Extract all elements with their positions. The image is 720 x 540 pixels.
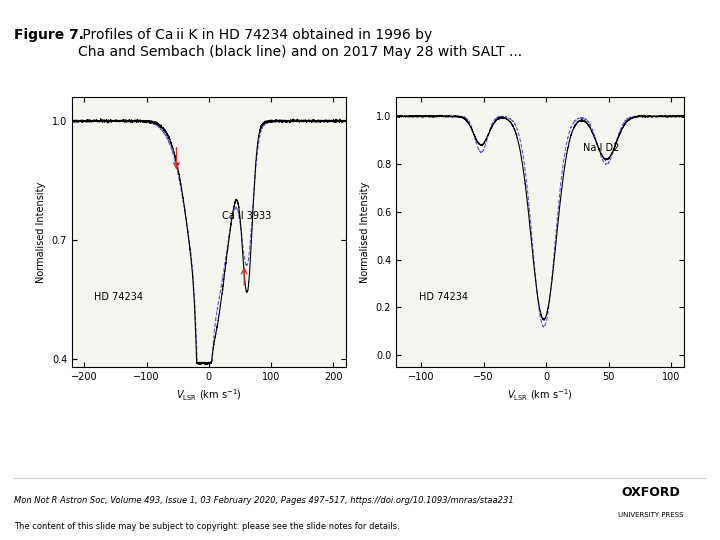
Text: Profiles of Ca ii K in HD 74234 obtained in 1996 by
Cha and Sembach (black line): Profiles of Ca ii K in HD 74234 obtained… <box>78 28 522 58</box>
Text: Ca II 3933: Ca II 3933 <box>222 211 271 221</box>
Y-axis label: Normalised Intensity: Normalised Intensity <box>36 181 46 283</box>
Text: HD 74234: HD 74234 <box>419 292 468 302</box>
Text: HD 74234: HD 74234 <box>94 292 143 302</box>
X-axis label: $V_{\rm LSR}\ (\rm km\ s^{-1})$: $V_{\rm LSR}\ (\rm km\ s^{-1})$ <box>507 388 573 403</box>
Text: Mon Not R Astron Soc, Volume 493, Issue 1, 03 February 2020, Pages 497–517, http: Mon Not R Astron Soc, Volume 493, Issue … <box>14 496 514 505</box>
Text: Na I D2: Na I D2 <box>583 143 620 153</box>
Text: OXFORD: OXFORD <box>621 486 680 499</box>
Text: Figure 7.: Figure 7. <box>14 28 84 42</box>
Text: UNIVERSITY PRESS: UNIVERSITY PRESS <box>618 512 683 518</box>
Y-axis label: Normalised Intensity: Normalised Intensity <box>360 181 370 283</box>
X-axis label: $V_{\rm LSR}\ (\rm km\ s^{-1})$: $V_{\rm LSR}\ (\rm km\ s^{-1})$ <box>176 388 242 403</box>
Text: The content of this slide may be subject to copyright: please see the slide note: The content of this slide may be subject… <box>14 522 400 531</box>
